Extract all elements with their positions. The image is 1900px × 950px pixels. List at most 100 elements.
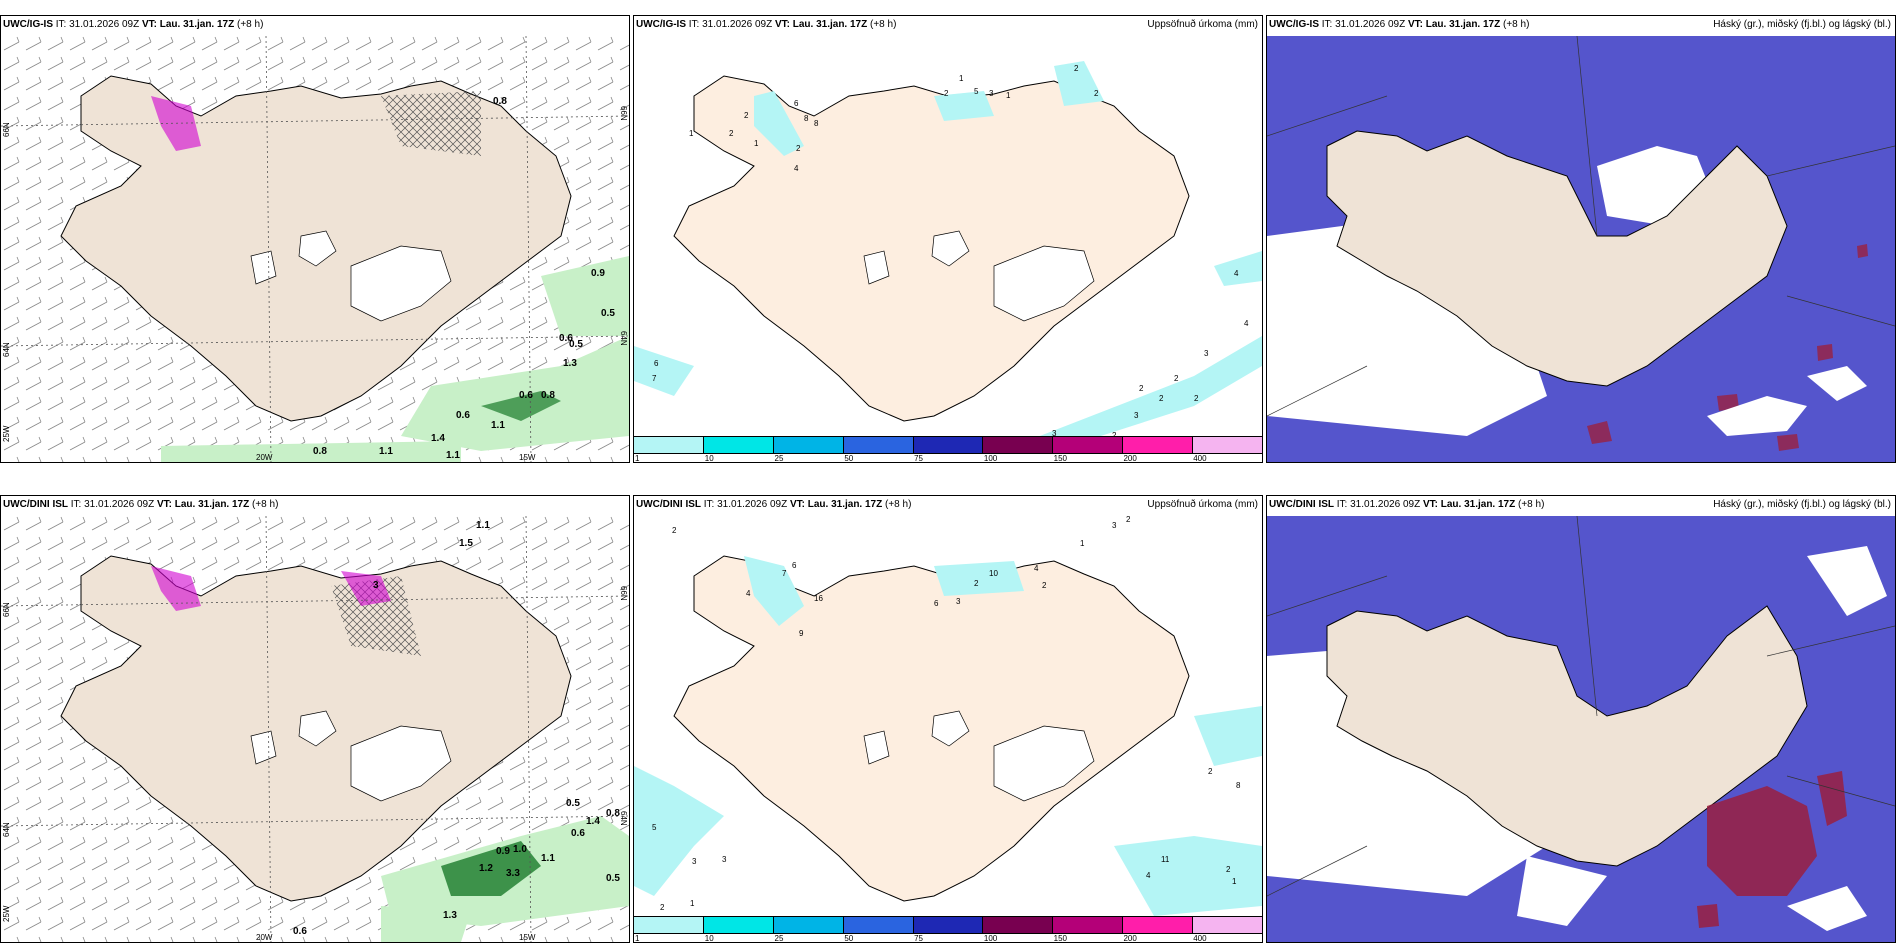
precip-point-label: 2 (1094, 89, 1099, 98)
lat-label: 64N (619, 331, 628, 346)
rain-area (754, 91, 804, 156)
boundary-line (1786, 295, 1895, 327)
precip-point-label: 3 (989, 89, 994, 98)
rain-area (1114, 836, 1262, 916)
colorbar-cell (703, 917, 774, 933)
precip-value: 0.6 (293, 926, 307, 937)
lat-label: 64N (2, 822, 11, 837)
map-plot (1267, 36, 1895, 462)
precip-value: 0.5 (606, 873, 620, 884)
precip-point-label: 5 (974, 87, 979, 96)
longitude-line (525, 36, 532, 462)
precip-area (381, 906, 471, 942)
colorbar-cell (634, 437, 704, 453)
glacier-white (863, 730, 890, 765)
cloud-white-patch (1787, 886, 1867, 931)
glacier-white (993, 725, 1095, 802)
precip-point-label: 8 (804, 114, 809, 123)
colorbar-cell (983, 437, 1054, 453)
precip-value: 3 (373, 580, 379, 591)
map-panel-clouds-igis: UWC/IG-IS IT: 31.01.2026 09Z VT: Lau. 31… (1266, 15, 1896, 463)
map-panel-wind-dini: UWC/DINI ISL IT: 31.01.2026 09Z VT: Lau.… (0, 495, 630, 943)
iceland-landmass (1326, 605, 1808, 867)
cloud-clear-area (1267, 646, 1547, 896)
cloud-red-area (1717, 394, 1739, 411)
precip-point-label: 6 (792, 561, 797, 570)
precip-point-label: 4 (1244, 319, 1249, 328)
panel-subtitle: Háský (gr.), miðský (fj.bl.) og lágský (… (1713, 19, 1891, 30)
lat-label: 66N (619, 586, 628, 601)
colorbar-cell (1193, 437, 1262, 453)
lat-label: 25W (2, 425, 11, 442)
lat-label: 64N (2, 342, 11, 357)
precip-point-label: 3 (692, 857, 697, 866)
precip-point-label: 1 (959, 74, 964, 83)
glacier-white (350, 245, 452, 322)
map-plot: 1 2 2 1 2 6 8 8 4 2 1 5 3 1 2 2 4 4 3 2 … (634, 36, 1262, 462)
precip-value: 0.9 (496, 846, 510, 857)
panel-title: UWC/DINI ISL IT: 31.01.2026 09Z VT: Lau.… (1267, 496, 1895, 515)
iceland-landmass (673, 555, 1190, 902)
glacier-white (250, 250, 277, 285)
colorbar-cell (1053, 437, 1124, 453)
rain-area (634, 346, 694, 396)
precip-point-label: 3 (1052, 429, 1057, 438)
precip-area (481, 391, 561, 421)
precip-point-label: 3 (722, 855, 727, 864)
colorbar-label: 200 (1123, 454, 1137, 463)
precip-point-label: 2 (1208, 767, 1213, 776)
colorbar-cell (773, 917, 844, 933)
precip-value: 1.5 (459, 538, 473, 549)
precip-point-label: 10 (989, 569, 998, 578)
boundary-line (1267, 845, 1368, 897)
precip-point-label: 2 (1139, 384, 1144, 393)
precip-point-label: 2 (744, 111, 749, 120)
snow-area (151, 566, 201, 611)
rain-area (1014, 336, 1262, 451)
cloud-white-patch (1517, 856, 1607, 926)
precip-area (401, 336, 629, 451)
precip-value: 0.5 (566, 798, 580, 809)
lon-label: 15W (519, 453, 536, 462)
precip-point-label: 6 (654, 359, 659, 368)
hatched-region (381, 91, 481, 156)
precip-colorbar: 1 10 25 50 75 100 150 200 400 (634, 916, 1262, 942)
colorbar-label: 400 (1193, 454, 1207, 463)
precip-point-label: 2 (660, 903, 665, 912)
map-panel-clouds-dini: UWC/DINI ISL IT: 31.01.2026 09Z VT: Lau.… (1266, 495, 1896, 943)
precip-area (541, 256, 629, 336)
rain-area (934, 91, 994, 121)
colorbar-label: 25 (774, 454, 784, 463)
colorbar-label: 150 (1053, 934, 1068, 943)
precip-point-label: 2 (1042, 581, 1047, 590)
precip-value: 1.1 (446, 450, 460, 461)
colorbar-cell (773, 437, 844, 453)
cloud-red-area (1777, 434, 1799, 451)
map-panel-precip-igis: UWC/IG-IS IT: 31.01.2026 09Z VT: Lau. 31… (633, 15, 1263, 463)
cloud-white-patch (1707, 396, 1807, 436)
boundary-line (1267, 575, 1388, 617)
hatched-region (331, 576, 421, 656)
colorbar-label: 1 (635, 454, 640, 463)
boundary-line (1766, 625, 1895, 657)
colorbar-label: 150 (1053, 454, 1068, 463)
precip-area (441, 841, 541, 896)
precip-value: 1.4 (586, 816, 600, 827)
boundary-line (1267, 365, 1368, 417)
boundary-line (1786, 775, 1895, 807)
colorbar-cell (1123, 437, 1194, 453)
precip-point-label: 1 (754, 139, 759, 148)
map-panel-wind-igis: UWC/IG-IS IT: 31.01.2026 09Z VT: Lau. 31… (0, 15, 630, 463)
rain-area (634, 766, 724, 896)
lon-label: 15W (519, 933, 536, 942)
map-plot: 66N 64N 25W 66N 64N 20W 15W 0.8 0.9 0.5 … (1, 36, 629, 462)
glacier-white (350, 725, 452, 802)
lon-label: 20W (256, 453, 273, 462)
colorbar-label: 50 (844, 934, 854, 943)
precip-point-label: 11 (1161, 855, 1170, 864)
colorbar-label: 10 (704, 454, 714, 463)
lon-label: 20W (256, 933, 273, 942)
precip-area (161, 441, 461, 462)
lat-label: 66N (619, 106, 628, 121)
precip-point-label: 3 (1134, 411, 1139, 420)
